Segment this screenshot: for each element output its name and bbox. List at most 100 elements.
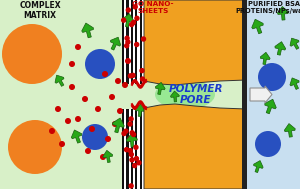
Circle shape xyxy=(130,131,134,135)
Circle shape xyxy=(126,8,130,12)
Polygon shape xyxy=(0,0,245,189)
Circle shape xyxy=(130,22,134,27)
Text: PURIFIED BSA/
PROTEINS/NPs/water: PURIFIED BSA/ PROTEINS/NPs/water xyxy=(236,1,300,14)
Circle shape xyxy=(124,129,128,133)
Polygon shape xyxy=(110,37,121,50)
Polygon shape xyxy=(144,0,246,85)
Polygon shape xyxy=(112,118,124,133)
Circle shape xyxy=(125,36,129,40)
Polygon shape xyxy=(82,23,93,38)
Bar xyxy=(124,109,126,189)
Circle shape xyxy=(129,117,133,121)
Bar xyxy=(135,0,137,84)
Polygon shape xyxy=(254,161,263,173)
Circle shape xyxy=(255,131,281,157)
Bar xyxy=(140,0,142,84)
Bar xyxy=(242,0,247,189)
Bar xyxy=(137,109,140,189)
Bar xyxy=(133,109,135,189)
Circle shape xyxy=(106,137,110,141)
Circle shape xyxy=(140,69,144,73)
Polygon shape xyxy=(170,91,179,102)
Circle shape xyxy=(101,155,105,159)
Circle shape xyxy=(2,24,62,84)
Circle shape xyxy=(66,119,70,123)
Bar xyxy=(133,0,135,84)
Circle shape xyxy=(103,72,107,76)
Bar xyxy=(137,0,140,84)
Bar xyxy=(131,0,133,84)
Polygon shape xyxy=(135,104,145,116)
Bar xyxy=(122,109,124,189)
Polygon shape xyxy=(144,104,246,189)
Bar xyxy=(129,109,131,189)
Circle shape xyxy=(50,129,54,133)
Circle shape xyxy=(118,109,122,113)
Circle shape xyxy=(129,153,133,156)
Polygon shape xyxy=(275,42,286,55)
Polygon shape xyxy=(103,150,112,163)
Circle shape xyxy=(113,122,117,126)
Bar xyxy=(135,109,137,189)
Circle shape xyxy=(70,85,74,89)
Circle shape xyxy=(116,79,120,83)
Circle shape xyxy=(137,161,141,165)
Polygon shape xyxy=(126,134,137,147)
Circle shape xyxy=(122,132,126,136)
Circle shape xyxy=(131,132,136,136)
Bar xyxy=(129,0,131,84)
Circle shape xyxy=(128,74,132,78)
Bar xyxy=(131,109,133,189)
Circle shape xyxy=(82,124,108,150)
Circle shape xyxy=(86,149,90,153)
Circle shape xyxy=(122,18,126,22)
Polygon shape xyxy=(245,0,300,189)
Polygon shape xyxy=(71,130,82,143)
Circle shape xyxy=(90,127,94,131)
Circle shape xyxy=(76,117,80,121)
Circle shape xyxy=(96,107,100,111)
Circle shape xyxy=(129,184,133,188)
Text: POLYMER
PORE: POLYMER PORE xyxy=(169,84,223,105)
Circle shape xyxy=(142,37,146,41)
Circle shape xyxy=(130,158,134,162)
Circle shape xyxy=(126,40,130,44)
Bar xyxy=(142,109,144,189)
Circle shape xyxy=(83,97,87,101)
Bar xyxy=(124,0,126,84)
Circle shape xyxy=(85,49,115,79)
Polygon shape xyxy=(123,14,134,27)
Polygon shape xyxy=(252,19,263,34)
Circle shape xyxy=(126,59,130,63)
Circle shape xyxy=(128,149,132,153)
Circle shape xyxy=(110,95,114,99)
Polygon shape xyxy=(55,75,64,86)
Text: GO NANO-
SHEETS: GO NANO- SHEETS xyxy=(132,1,174,14)
Circle shape xyxy=(128,122,132,126)
Bar xyxy=(126,0,129,84)
Bar xyxy=(126,109,129,189)
Circle shape xyxy=(131,20,136,24)
Ellipse shape xyxy=(155,80,215,109)
Circle shape xyxy=(131,73,135,77)
Polygon shape xyxy=(284,124,295,137)
Polygon shape xyxy=(265,99,276,114)
Ellipse shape xyxy=(158,84,193,105)
Circle shape xyxy=(60,142,64,146)
Bar xyxy=(140,109,142,189)
Circle shape xyxy=(123,83,127,87)
Circle shape xyxy=(8,120,62,174)
Bar xyxy=(142,0,144,84)
Circle shape xyxy=(258,63,286,91)
Circle shape xyxy=(124,148,128,152)
Polygon shape xyxy=(278,7,288,20)
Circle shape xyxy=(133,163,136,168)
Circle shape xyxy=(135,43,139,46)
Polygon shape xyxy=(260,52,270,64)
Circle shape xyxy=(125,44,129,48)
Circle shape xyxy=(128,137,132,141)
FancyArrow shape xyxy=(250,86,272,103)
Polygon shape xyxy=(290,38,299,49)
Circle shape xyxy=(134,157,139,161)
Circle shape xyxy=(134,145,138,149)
